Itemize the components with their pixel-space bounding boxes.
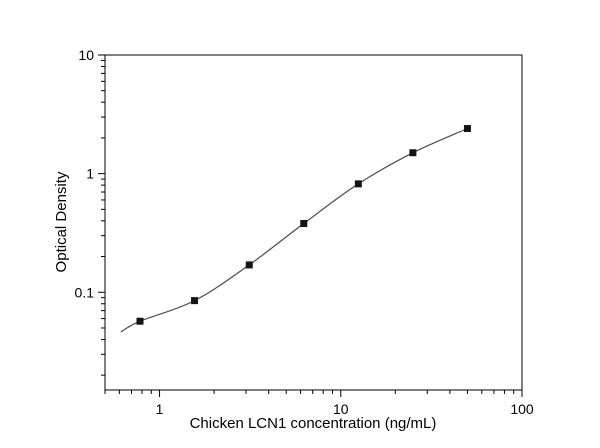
plot-area: 1 10 100 0.1 1 10 bbox=[75, 47, 534, 417]
x-tick-label: 10 bbox=[333, 401, 349, 417]
data-point-marker bbox=[245, 261, 253, 269]
data-point-marker bbox=[136, 317, 144, 325]
y-tick-label: 10 bbox=[78, 47, 94, 63]
x-tick-label: 100 bbox=[510, 401, 534, 417]
fit-curve bbox=[120, 127, 468, 333]
data-point-marker bbox=[191, 297, 199, 305]
x-tick-label: 1 bbox=[156, 401, 164, 417]
y-tick-label: 1 bbox=[86, 166, 94, 182]
y-axis-title: Optical Density bbox=[53, 171, 70, 272]
data-point-marker bbox=[354, 180, 362, 188]
data-point-marker bbox=[463, 125, 471, 133]
data-point-marker bbox=[300, 219, 308, 227]
data-point-marker bbox=[409, 149, 417, 157]
plot-frame bbox=[104, 54, 523, 391]
x-axis-title: Chicken LCN1 concentration (ng/mL) bbox=[190, 415, 437, 432]
y-tick-label: 0.1 bbox=[75, 284, 95, 300]
